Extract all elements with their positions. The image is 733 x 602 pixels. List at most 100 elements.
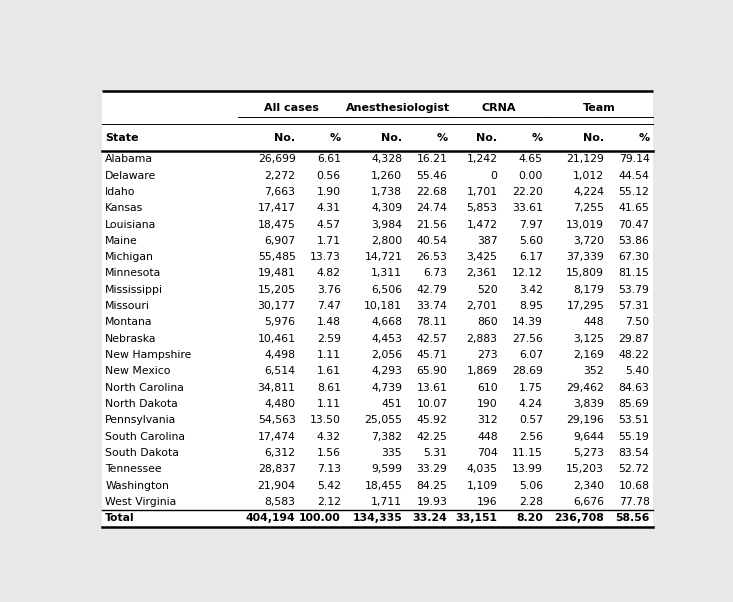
Text: No.: No. [381, 132, 402, 143]
Text: No.: No. [274, 132, 295, 143]
Text: Louisiana: Louisiana [106, 220, 157, 229]
Text: 55,485: 55,485 [258, 252, 295, 262]
Text: 17,474: 17,474 [258, 432, 295, 442]
Text: 196: 196 [477, 497, 498, 507]
Text: 2.56: 2.56 [519, 432, 543, 442]
Text: 2,169: 2,169 [573, 350, 604, 360]
Text: 1,738: 1,738 [371, 187, 402, 197]
Text: Kansas: Kansas [106, 203, 144, 213]
Text: 4,035: 4,035 [466, 464, 498, 474]
Text: 42.25: 42.25 [416, 432, 447, 442]
Text: 13.99: 13.99 [512, 464, 543, 474]
Text: 610: 610 [477, 383, 498, 393]
Text: 5.60: 5.60 [519, 236, 543, 246]
Text: 4,224: 4,224 [573, 187, 604, 197]
Text: 6,506: 6,506 [371, 285, 402, 295]
Text: 41.65: 41.65 [619, 203, 649, 213]
Text: South Carolina: South Carolina [106, 432, 185, 442]
Text: 6.07: 6.07 [519, 350, 543, 360]
Text: Mississippi: Mississippi [106, 285, 163, 295]
Text: 7,382: 7,382 [371, 432, 402, 442]
Text: 53.86: 53.86 [619, 236, 649, 246]
Text: 7,255: 7,255 [573, 203, 604, 213]
Text: 19,481: 19,481 [258, 268, 295, 279]
Text: Alabama: Alabama [106, 154, 153, 164]
Text: 1,711: 1,711 [371, 497, 402, 507]
Text: 58.56: 58.56 [615, 514, 649, 523]
Text: 33,151: 33,151 [456, 514, 498, 523]
Text: No.: No. [583, 132, 604, 143]
Text: 134,335: 134,335 [353, 514, 402, 523]
Text: 7.97: 7.97 [519, 220, 543, 229]
Text: 45.92: 45.92 [416, 415, 447, 426]
Text: 860: 860 [477, 317, 498, 327]
Text: 83.54: 83.54 [619, 448, 649, 458]
Text: 2,340: 2,340 [573, 481, 604, 491]
Text: State: State [106, 132, 139, 143]
Text: 4,480: 4,480 [265, 399, 295, 409]
Text: 54,563: 54,563 [258, 415, 295, 426]
Text: 65.90: 65.90 [416, 367, 447, 376]
Text: Total: Total [106, 514, 135, 523]
Text: 2.12: 2.12 [317, 497, 341, 507]
Text: 4.57: 4.57 [317, 220, 341, 229]
Text: 1.61: 1.61 [317, 367, 341, 376]
Text: 33.61: 33.61 [512, 203, 543, 213]
Text: 13.61: 13.61 [416, 383, 447, 393]
Text: All cases: All cases [264, 103, 318, 113]
Text: 14,721: 14,721 [364, 252, 402, 262]
Text: 17,295: 17,295 [567, 301, 604, 311]
Text: 44.54: 44.54 [619, 170, 649, 181]
Text: %: % [531, 132, 543, 143]
Text: 3.76: 3.76 [317, 285, 341, 295]
Text: 2.59: 2.59 [317, 334, 341, 344]
Text: 53.79: 53.79 [619, 285, 649, 295]
Text: 335: 335 [382, 448, 402, 458]
Text: 1,472: 1,472 [467, 220, 498, 229]
Text: 8,179: 8,179 [573, 285, 604, 295]
Text: 312: 312 [477, 415, 498, 426]
Text: 3.42: 3.42 [519, 285, 543, 295]
Text: 7.47: 7.47 [317, 301, 341, 311]
Text: 33.74: 33.74 [416, 301, 447, 311]
Text: 10,181: 10,181 [364, 301, 402, 311]
Text: 13.50: 13.50 [310, 415, 341, 426]
Text: 8,583: 8,583 [265, 497, 295, 507]
Text: 2,272: 2,272 [265, 170, 295, 181]
Text: 53.51: 53.51 [619, 415, 649, 426]
Text: 2,800: 2,800 [371, 236, 402, 246]
Text: 704: 704 [477, 448, 498, 458]
Text: 3,720: 3,720 [573, 236, 604, 246]
Text: New Mexico: New Mexico [106, 367, 171, 376]
Text: Tennessee: Tennessee [106, 464, 162, 474]
Text: 15,203: 15,203 [566, 464, 604, 474]
Text: Pennsylvania: Pennsylvania [106, 415, 177, 426]
Text: 6,907: 6,907 [265, 236, 295, 246]
Text: 4.32: 4.32 [317, 432, 341, 442]
Text: 9,599: 9,599 [371, 464, 402, 474]
Text: 6,312: 6,312 [265, 448, 295, 458]
Text: 25,055: 25,055 [364, 415, 402, 426]
Text: 2,883: 2,883 [467, 334, 498, 344]
Text: %: % [330, 132, 341, 143]
Text: 448: 448 [583, 317, 604, 327]
Text: 2,701: 2,701 [466, 301, 498, 311]
Text: 236,708: 236,708 [554, 514, 604, 523]
Text: 4.31: 4.31 [317, 203, 341, 213]
Text: 84.25: 84.25 [416, 481, 447, 491]
Text: 6,676: 6,676 [573, 497, 604, 507]
Text: No.: No. [476, 132, 498, 143]
Text: 55.19: 55.19 [619, 432, 649, 442]
Text: 4,453: 4,453 [371, 334, 402, 344]
Text: 37,339: 37,339 [567, 252, 604, 262]
Text: %: % [436, 132, 447, 143]
Text: 2.28: 2.28 [519, 497, 543, 507]
Text: Team: Team [583, 103, 616, 113]
Text: 15,205: 15,205 [257, 285, 295, 295]
Text: 5.40: 5.40 [625, 367, 649, 376]
Text: 4,293: 4,293 [371, 367, 402, 376]
Text: 1,242: 1,242 [467, 154, 498, 164]
Text: 100.00: 100.00 [299, 514, 341, 523]
Text: 18,475: 18,475 [258, 220, 295, 229]
Text: 1,260: 1,260 [371, 170, 402, 181]
